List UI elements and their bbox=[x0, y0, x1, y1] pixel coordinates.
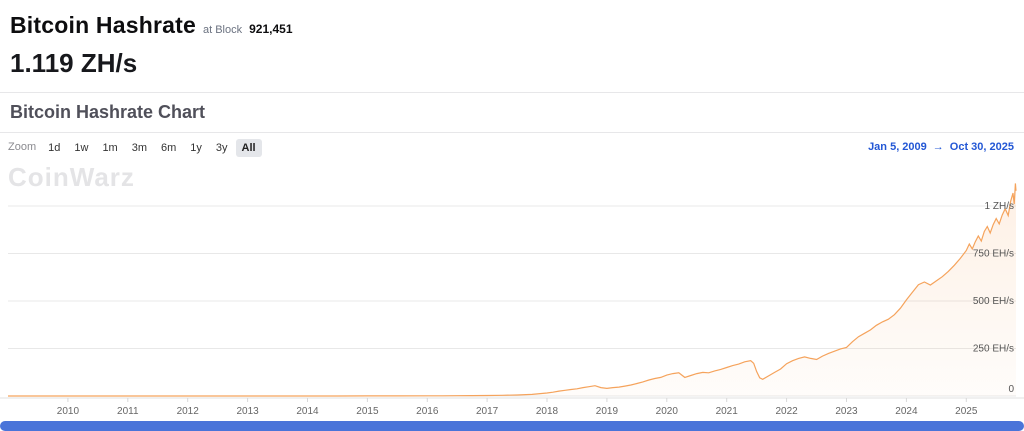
svg-text:750 EH/s: 750 EH/s bbox=[973, 249, 1014, 260]
range-from-input[interactable]: Jan 5, 2009 bbox=[868, 141, 927, 153]
block-label: at Block bbox=[202, 24, 243, 36]
svg-text:2017: 2017 bbox=[476, 406, 499, 417]
hashrate-chart-svg: 2010 2011 2012 2013 2014 2015 2016 2017 2018 2019… bbox=[0, 183, 1024, 417]
chart-section-title: Bitcoin Hashrate Chart bbox=[10, 102, 206, 122]
svg-text:2023: 2023 bbox=[835, 406, 858, 417]
svg-text:2011: 2011 bbox=[117, 406, 139, 417]
y-axis-labels: 0 250 EH/s 500 EH/s 750 EH/s 1 ZH/s bbox=[973, 201, 1015, 395]
hashrate-line-series bbox=[8, 183, 1017, 397]
svg-text:250 EH/s: 250 EH/s bbox=[973, 344, 1014, 355]
svg-text:2022: 2022 bbox=[775, 406, 798, 417]
chart-toolbar: Zoom 1d 1w 1m 3m 6m 1y 3y All Jan 5, 2009 → Oct… bbox=[0, 133, 1024, 161]
chart-navigator-scrollbar[interactable] bbox=[0, 421, 1024, 431]
zoom-button-3y[interactable]: 3y bbox=[210, 139, 234, 157]
svg-text:2010: 2010 bbox=[57, 406, 80, 417]
svg-text:2020: 2020 bbox=[656, 406, 679, 417]
svg-text:2014: 2014 bbox=[296, 406, 319, 417]
current-hashrate-value: 1.119 ZH/s bbox=[10, 48, 138, 78]
svg-text:0: 0 bbox=[1008, 384, 1014, 395]
hashrate-chart[interactable]: CoinWarz 2010 2011 2012 2013 2014 2015 2016 201… bbox=[0, 161, 1024, 419]
zoom-button-1m[interactable]: 1m bbox=[96, 139, 123, 157]
svg-text:2015: 2015 bbox=[356, 406, 379, 417]
svg-text:2012: 2012 bbox=[177, 406, 200, 417]
svg-text:2018: 2018 bbox=[536, 406, 559, 417]
date-range-selector: Jan 5, 2009 → Oct 30, 2025 bbox=[868, 141, 1016, 153]
block-number: 921,451 bbox=[249, 22, 293, 36]
page-header: Bitcoin Hashrate at Block 921,451 1.119 … bbox=[0, 0, 1024, 93]
svg-text:2021: 2021 bbox=[716, 406, 739, 417]
zoom-button-all[interactable]: All bbox=[235, 138, 262, 157]
hashrate-area-fill bbox=[8, 183, 1016, 396]
chart-title-bar: Bitcoin Hashrate Chart bbox=[0, 93, 1024, 133]
zoom-button-6m[interactable]: 6m bbox=[155, 139, 182, 157]
zoom-button-1d[interactable]: 1d bbox=[42, 139, 66, 157]
svg-text:2024: 2024 bbox=[895, 406, 918, 417]
svg-text:2016: 2016 bbox=[416, 406, 439, 417]
range-arrow-icon: → bbox=[932, 141, 944, 153]
svg-text:2025: 2025 bbox=[955, 406, 978, 417]
x-axis-labels: 2010 2011 2012 2013 2014 2015 2016 2017 2018 2019… bbox=[57, 398, 978, 417]
page-title: Bitcoin Hashrate bbox=[10, 12, 196, 38]
range-to-input[interactable]: Oct 30, 2025 bbox=[949, 141, 1014, 153]
svg-text:2019: 2019 bbox=[596, 406, 619, 417]
zoom-button-group: 1d 1w 1m 3m 6m 1y 3y All bbox=[42, 138, 263, 157]
zoom-button-1w[interactable]: 1w bbox=[68, 139, 94, 157]
zoom-label: Zoom bbox=[8, 141, 37, 153]
svg-text:1 ZH/s: 1 ZH/s bbox=[985, 201, 1014, 212]
svg-text:500 EH/s: 500 EH/s bbox=[973, 296, 1014, 307]
zoom-button-3m[interactable]: 3m bbox=[126, 139, 153, 157]
zoom-button-1y[interactable]: 1y bbox=[184, 139, 208, 157]
svg-text:2013: 2013 bbox=[236, 406, 259, 417]
